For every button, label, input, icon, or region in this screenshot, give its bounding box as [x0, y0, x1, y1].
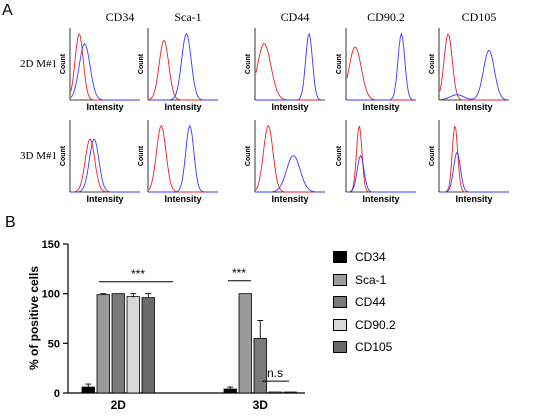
bar — [283, 391, 297, 394]
panel-a-label: A — [2, 2, 13, 19]
legend-label: CD34 — [355, 250, 386, 264]
marker-histogram-curve — [347, 32, 416, 101]
legend-swatch — [333, 296, 347, 308]
histogram-x-label: Intensity — [86, 194, 123, 204]
significance-label: *** — [232, 266, 246, 280]
histogram-x-label: Intensity — [86, 102, 123, 112]
legend-label: Sca-1 — [355, 272, 387, 287]
bar — [223, 388, 237, 394]
histogram-y-label: Count — [245, 53, 252, 74]
histogram-x-label: Intensity — [455, 194, 492, 204]
histogram-x-label: Intensity — [271, 102, 308, 112]
marker-histogram-curve — [440, 151, 508, 193]
marker-histogram-curve — [256, 32, 324, 101]
control-histogram-curve — [255, 125, 324, 193]
histogram-y-label: Count — [429, 145, 436, 166]
histogram-x-label: Intensity — [455, 102, 492, 112]
bar — [253, 337, 267, 394]
y-tick-label: 50 — [48, 338, 60, 350]
histogram-x-label: Intensity — [164, 194, 201, 204]
y-axis-label: % of positive cells — [27, 266, 41, 370]
bar — [111, 293, 125, 394]
histogram-y-label: Count — [245, 145, 252, 166]
histogram-x-label: Intensity — [362, 194, 399, 204]
legend-label: CD90.2 — [355, 317, 396, 332]
x-tick-label: 3D — [253, 398, 269, 412]
histogram-y-label: Count — [336, 53, 343, 74]
column-header-sca1: Sca-1 — [174, 10, 202, 24]
marker-histogram-curve — [70, 43, 139, 101]
marker-histogram-curve — [347, 154, 415, 193]
flow-histogram-grid: Intensity Count Intensity Count Intensity Cou… — [60, 28, 509, 204]
bar — [268, 391, 282, 394]
histogram-x-label: Intensity — [362, 102, 399, 112]
legend-item: CD34 — [333, 247, 396, 267]
y-tick-label: 150 — [42, 239, 60, 251]
legend-swatch — [333, 273, 347, 286]
marker-histogram-curve — [149, 32, 217, 101]
column-header-cd902: CD90.2 — [367, 10, 405, 24]
legend-swatch — [333, 341, 347, 353]
column-header-cd34: CD34 — [105, 10, 135, 24]
histogram-y-label: Count — [60, 145, 67, 166]
bar — [96, 294, 110, 394]
legend-swatch — [333, 251, 347, 263]
legend-label: CD105 — [355, 340, 393, 354]
legend-item: CD105 — [333, 337, 396, 357]
bar-legend: CD34 Sca-1 CD44 CD90.2 CD105 — [333, 247, 396, 360]
bar — [141, 297, 155, 394]
bar — [238, 293, 252, 394]
legend-item: CD44 — [333, 292, 396, 312]
histogram-x-label: Intensity — [271, 194, 308, 204]
legend-item: Sca-1 — [333, 270, 396, 290]
histogram-x-label: Intensity — [164, 102, 201, 112]
column-header-cd105: CD105 — [461, 10, 497, 24]
histogram-y-label: Count — [429, 53, 436, 74]
histogram-y-label: Count — [336, 145, 343, 166]
marker-histogram-curve — [439, 49, 509, 101]
column-header-cd44: CD44 — [280, 10, 310, 24]
significance-label: n.s — [267, 366, 283, 380]
bar — [126, 296, 140, 394]
row-header-3d: 3D M#1 — [20, 150, 57, 162]
marker-histogram-curve — [256, 155, 324, 193]
histogram-y-label: Count — [138, 145, 145, 166]
legend-label: CD44 — [355, 295, 386, 309]
row-header-2d: 2D M#1 — [20, 58, 57, 70]
legend-swatch — [333, 318, 347, 331]
panel-b-label: B — [5, 214, 16, 231]
y-tick-label: 0 — [54, 388, 60, 400]
x-tick-label: 2D — [111, 398, 127, 412]
histogram-y-label: Count — [138, 53, 145, 74]
marker-histogram-curve — [149, 124, 217, 193]
y-tick-label: 100 — [42, 289, 60, 301]
legend-item: CD90.2 — [333, 315, 396, 335]
marker-histogram-curve — [71, 138, 139, 193]
bar — [81, 386, 95, 394]
histogram-y-label: Count — [60, 53, 67, 74]
significance-label: *** — [131, 267, 145, 281]
control-histogram-curve — [439, 32, 508, 101]
